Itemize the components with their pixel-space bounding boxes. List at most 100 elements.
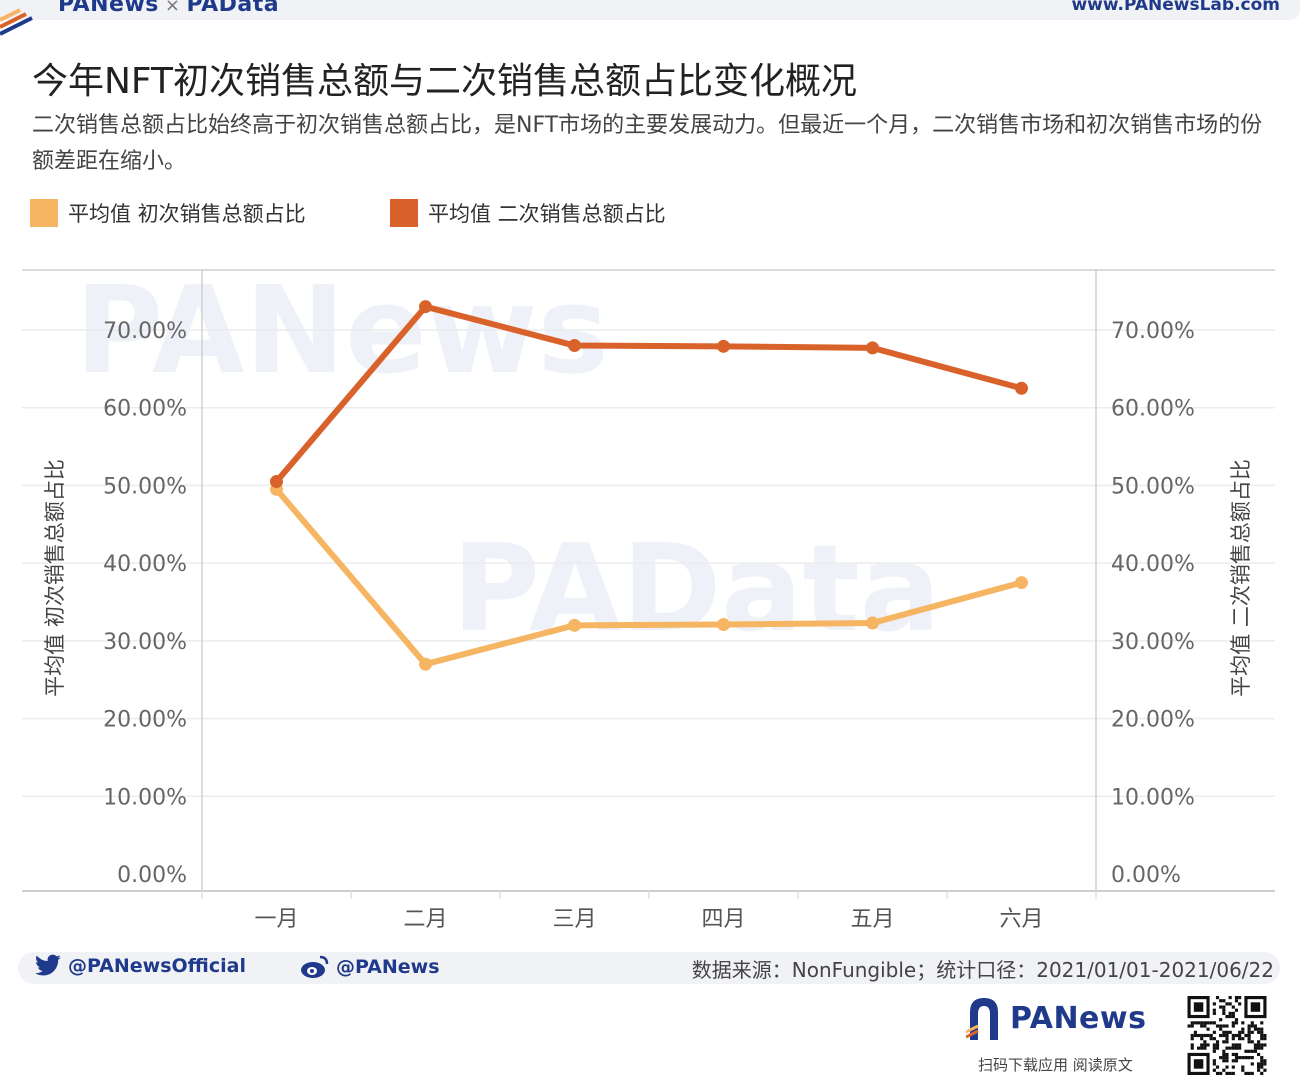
qr-module [1193,1030,1197,1034]
qr-module [1228,1011,1232,1015]
qr-module [1219,1024,1223,1028]
qr-module [1253,1046,1258,1050]
qr-module [1260,1033,1264,1038]
qr-module [1247,1040,1251,1044]
qr-module [1222,999,1226,1003]
qr-module [1187,1024,1191,1028]
qr-module [1253,1024,1258,1028]
qr-finder-module [1193,1002,1204,1012]
qr-module [1263,1068,1267,1072]
y-tick-label-left: 30.00% [103,630,187,655]
qr-module [1244,1033,1248,1038]
qr-module [1209,1021,1213,1025]
qr-module [1203,1046,1207,1050]
qr-module [1238,1037,1242,1041]
series-secondary [270,300,1028,489]
x-tick-label: 五月 [850,907,894,932]
qr-module [1212,1030,1216,1034]
qr-module [1234,1008,1239,1012]
qr-module [1241,1065,1245,1069]
qr-module [1225,1056,1229,1060]
qr-module [1244,1056,1248,1060]
qr-module [1206,1033,1210,1038]
qr-module [1219,1071,1223,1075]
qr-module [1253,1049,1258,1053]
qr-module [1222,1040,1226,1044]
data-point[interactable] [568,339,581,353]
top-brand-padata: PAData [186,0,280,17]
qr-module [1253,1027,1258,1031]
qr-module [1263,1037,1267,1041]
qr-module [1225,1002,1229,1006]
twitter-handle[interactable]: @PANewsOfficial [34,954,246,978]
qr-module [1215,1071,1220,1075]
qr-module [1222,1024,1226,1028]
qr-module [1260,1071,1264,1075]
twitter-handle-text: @PANewsOfficial [68,955,246,977]
qr-module [1234,1046,1239,1050]
qr-module [1212,1049,1216,1053]
y-tick-label-right: 10.00% [1111,785,1195,810]
y-axis-left-label: 平均值 初次销售总额占比 [43,459,67,697]
qr-module [1212,1021,1216,1025]
y-tick-label-right: 20.00% [1111,708,1195,733]
qr-finder-module [1193,1059,1204,1069]
data-point[interactable] [866,341,879,355]
qr-module [1241,1037,1245,1041]
data-point[interactable] [419,657,432,671]
qr-module [1193,1033,1197,1038]
top-bar [0,0,1300,20]
scan-download-text: 扫码下载应用 阅读原文 [978,1056,1133,1074]
qr-module [1222,1008,1226,1012]
data-point[interactable] [866,616,879,630]
qr-module [1203,1043,1207,1047]
qr-module [1234,1043,1239,1047]
qr-module [1257,1030,1261,1034]
qr-module [1190,1037,1194,1041]
qr-module [1231,1014,1235,1019]
data-point[interactable] [717,339,730,353]
data-point[interactable] [568,618,581,632]
qr-module [1228,1014,1232,1019]
qr-module [1250,1024,1254,1028]
data-point[interactable] [419,300,432,314]
chart-frame [22,269,1275,899]
brand-stripes-icon [0,8,33,36]
qr-module [1212,1068,1216,1072]
x-tick-label: 二月 [403,907,447,932]
data-point[interactable] [1015,381,1028,395]
qr-module [1203,1024,1207,1028]
qr-module [1260,1043,1264,1047]
qr-module [1257,1040,1261,1044]
qr-module [1234,1018,1239,1022]
qr-module [1215,996,1220,1000]
top-url-link[interactable]: www.PANewsLab.com [1071,0,1280,15]
data-point[interactable] [717,618,730,632]
y-tick-label-right: 50.00% [1111,474,1195,499]
qr-module [1200,1046,1204,1050]
series-primary [270,482,1028,671]
y-tick-label-right: 30.00% [1111,630,1195,655]
qr-module [1263,1062,1267,1066]
qr-module [1215,1040,1220,1044]
qr-module [1260,1030,1264,1034]
footer-bar [18,952,1280,984]
qr-module [1250,1021,1254,1025]
y-axis-left-ticks: 0.00% 10.00% 20.00% 30.00% 40.00% 50.00% 60.00… [103,319,187,888]
data-point[interactable] [270,475,283,489]
data-point[interactable] [1015,576,1028,590]
y-tick-label-left: 0.00% [117,863,187,888]
qr-module [1225,1065,1229,1069]
y-tick-label-right: 0.00% [1111,863,1181,888]
footer-logo[interactable]: PANews [966,996,1146,1040]
qr-code-image[interactable] [1174,996,1280,1075]
qr-module [1200,1024,1204,1028]
weibo-handle[interactable]: @PANews [300,954,440,980]
grid-layer [22,329,1275,798]
qr-module [1234,999,1239,1003]
qr-module [1231,1059,1235,1063]
qr-module [1231,1037,1235,1041]
qr-module [1215,1024,1220,1028]
qr-module [1200,1033,1204,1038]
